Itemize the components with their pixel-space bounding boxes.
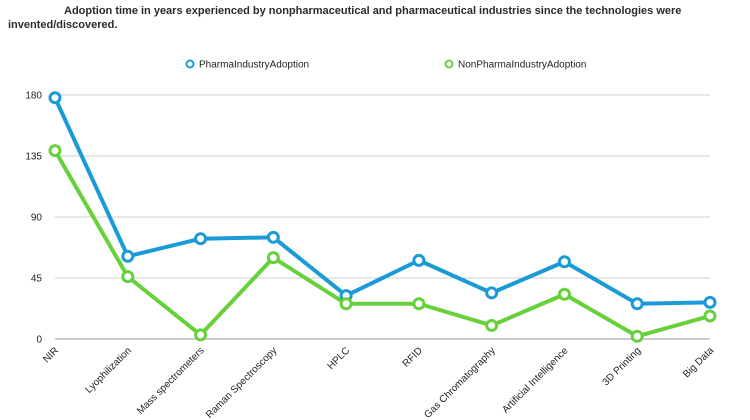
legend-label: NonPharmaIndustryAdoption [458, 60, 586, 71]
data-point[interactable] [703, 295, 717, 309]
y-tick-label: 180 [25, 91, 42, 102]
data-point[interactable] [266, 230, 280, 244]
series-line-0 [53, 95, 712, 306]
x-tick-label: RFID [401, 345, 425, 369]
y-axis: 0 45 90 135 180 [25, 91, 42, 346]
series-points [48, 91, 717, 343]
x-tick-label: 3D Printing [601, 345, 644, 388]
series-line-1 [53, 148, 712, 339]
data-point[interactable] [630, 329, 644, 343]
data-point[interactable] [412, 253, 426, 267]
y-tick-label: 90 [31, 213, 43, 224]
x-tick-label: Mass spectrometers [135, 345, 206, 416]
x-tick-label: Lyophilization [84, 345, 134, 395]
legend-marker [185, 59, 195, 69]
legend: PharmaIndustryAdoption NonPharmaIndustryA… [185, 59, 586, 71]
legend-marker [444, 59, 454, 69]
data-point[interactable] [485, 286, 499, 300]
data-point[interactable] [339, 297, 353, 311]
x-tick-label: Big Data [681, 345, 716, 380]
data-point[interactable] [557, 255, 571, 269]
gridlines [55, 94, 710, 340]
data-point[interactable] [485, 318, 499, 332]
data-point[interactable] [121, 270, 135, 284]
y-tick-label: 0 [36, 335, 42, 346]
data-point[interactable] [121, 249, 135, 263]
series-lines [53, 95, 712, 339]
data-point[interactable] [194, 328, 208, 342]
chart-title: Adoption time in years experienced by no… [8, 5, 682, 31]
data-point[interactable] [630, 297, 644, 311]
data-point[interactable] [48, 91, 62, 105]
data-point[interactable] [412, 297, 426, 311]
data-point[interactable] [703, 309, 717, 323]
x-axis: NIR Lyophilization Mass spectrometersRaman… [41, 345, 716, 420]
data-point[interactable] [194, 232, 208, 246]
x-tick-label: NIR [41, 345, 61, 365]
x-tick-label: Gas Chromatography [422, 345, 497, 420]
y-tick-label: 45 [31, 274, 43, 285]
data-point[interactable] [557, 287, 571, 301]
x-tick-label: Raman Spectroscopy [204, 345, 279, 420]
data-point[interactable] [48, 144, 62, 158]
x-tick-label: Artificial Intelligence [500, 345, 571, 416]
x-tick-label: HPLC [326, 345, 353, 372]
data-point[interactable] [266, 251, 280, 265]
y-tick-label: 135 [25, 152, 42, 163]
legend-label: PharmaIndustryAdoption [199, 60, 309, 71]
